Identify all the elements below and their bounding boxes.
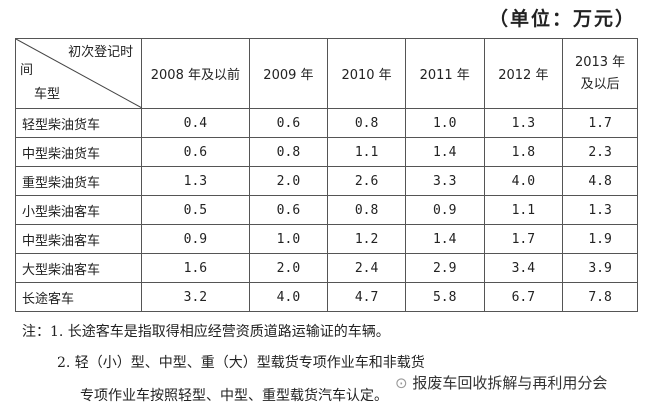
value-cell: 1.1 xyxy=(327,137,406,167)
value-cell: 7.8 xyxy=(562,282,638,312)
value-cell: 0.5 xyxy=(141,195,250,225)
vehicle-type: 大型柴油客车 xyxy=(14,253,143,283)
value-cell: 0.8 xyxy=(327,195,406,225)
value-cell: 0.9 xyxy=(141,224,250,254)
note-2-line-2: 专项作业车按照轻型、中型、重型载货汽车认定。 xyxy=(80,388,388,404)
vehicle-type: 长途客车 xyxy=(14,282,143,312)
value-cell: 2.9 xyxy=(404,253,485,283)
vehicle-type: 重型柴油货车 xyxy=(14,166,143,196)
value-cell: 2.4 xyxy=(327,253,406,283)
corner-bottom-label: 车型 xyxy=(34,87,61,102)
value-cell: 1.3 xyxy=(483,108,564,138)
value-cell: 2.0 xyxy=(248,253,329,283)
value-cell: 0.9 xyxy=(404,195,485,225)
price-table: 初次登记时 间 车型 2008 年及以前 2009 年 2010 年 2011 … xyxy=(14,38,638,312)
value-cell: 1.4 xyxy=(404,224,485,254)
column-header: 2012 年 xyxy=(483,38,564,109)
unit-label: （单位：万元） xyxy=(488,8,636,30)
value-cell: 3.3 xyxy=(404,166,485,196)
value-cell: 0.6 xyxy=(141,137,250,167)
value-cell: 0.6 xyxy=(248,195,329,225)
value-cell: 1.3 xyxy=(562,195,638,225)
table-row: 中型柴油货车 0.6 0.8 1.1 1.4 1.8 2.3 xyxy=(14,137,638,167)
corner-top-label: 初次登记时 xyxy=(68,45,134,60)
table-row: 大型柴油客车 1.6 2.0 2.4 2.9 3.4 3.9 xyxy=(14,253,638,283)
value-cell: 3.4 xyxy=(483,253,564,283)
value-cell: 1.6 xyxy=(141,253,250,283)
table-row: 重型柴油货车 1.3 2.0 2.6 3.3 4.0 4.8 xyxy=(14,166,638,196)
watermark: ⊙ 报废车回收拆解与再利用分会 xyxy=(395,372,607,393)
value-cell: 2.0 xyxy=(248,166,329,196)
value-cell: 1.7 xyxy=(483,224,564,254)
header-row: 初次登记时 间 车型 2008 年及以前 2009 年 2010 年 2011 … xyxy=(14,38,638,109)
note-1: 注：1. 长途客车是指取得相应经营资质道路运输证的车辆。 xyxy=(22,324,390,340)
value-cell: 0.4 xyxy=(141,108,250,138)
table-row: 轻型柴油货车 0.4 0.6 0.8 1.0 1.3 1.7 xyxy=(14,108,638,138)
corner-header: 初次登记时 间 车型 xyxy=(14,38,143,109)
value-cell: 4.0 xyxy=(248,282,329,312)
value-cell: 4.0 xyxy=(483,166,564,196)
table-row: 长途客车 3.2 4.0 4.7 5.8 6.7 7.8 xyxy=(14,282,638,312)
value-cell: 3.9 xyxy=(562,253,638,283)
value-cell: 4.7 xyxy=(327,282,406,312)
value-cell: 1.8 xyxy=(483,137,564,167)
value-cell: 1.0 xyxy=(248,224,329,254)
value-cell: 5.8 xyxy=(404,282,485,312)
watermark-text: 报废车回收拆解与再利用分会 xyxy=(412,374,608,392)
vehicle-type: 中型柴油客车 xyxy=(14,224,143,254)
value-cell: 0.6 xyxy=(248,108,329,138)
column-header: 2009 年 xyxy=(248,38,329,109)
value-cell: 1.4 xyxy=(404,137,485,167)
vehicle-type: 中型柴油货车 xyxy=(14,137,143,167)
value-cell: 2.6 xyxy=(327,166,406,196)
value-cell: 0.8 xyxy=(327,108,406,138)
value-cell: 6.7 xyxy=(483,282,564,312)
vehicle-type: 小型柴油客车 xyxy=(14,195,143,225)
column-header: 2008 年及以前 xyxy=(141,38,250,109)
value-cell: 1.1 xyxy=(483,195,564,225)
value-cell: 3.2 xyxy=(141,282,250,312)
note-2-line-1: 2. 轻（小）型、中型、重（大）型载货专项作业车和非载货 xyxy=(57,355,425,371)
table-row: 中型柴油客车 0.9 1.0 1.2 1.4 1.7 1.9 xyxy=(14,224,638,254)
column-header: 2010 年 xyxy=(327,38,406,109)
table-row: 小型柴油客车 0.5 0.6 0.8 0.9 1.1 1.3 xyxy=(14,195,638,225)
corner-mid-label: 间 xyxy=(20,63,34,78)
vehicle-type: 轻型柴油货车 xyxy=(14,108,143,138)
value-cell: 1.3 xyxy=(141,166,250,196)
value-cell: 1.7 xyxy=(562,108,638,138)
value-cell: 1.9 xyxy=(562,224,638,254)
wechat-icon: ⊙ xyxy=(395,374,413,392)
column-header: 2011 年 xyxy=(404,38,485,109)
value-cell: 0.8 xyxy=(248,137,329,167)
value-cell: 4.8 xyxy=(562,166,638,196)
value-cell: 1.0 xyxy=(404,108,485,138)
diagonal-line xyxy=(16,39,142,108)
value-cell: 2.3 xyxy=(562,137,638,167)
value-cell: 1.2 xyxy=(327,224,406,254)
column-header: 2013 年及以后 xyxy=(562,38,638,109)
